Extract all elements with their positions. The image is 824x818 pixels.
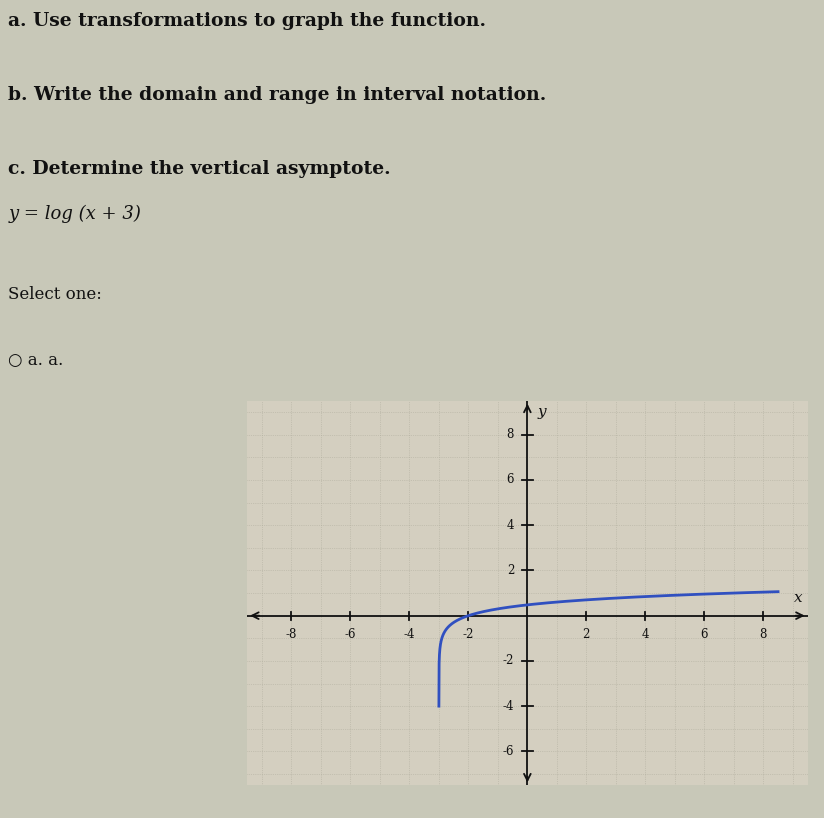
Text: 4: 4 xyxy=(642,628,649,640)
Text: b. Write the domain and range in interval notation.: b. Write the domain and range in interva… xyxy=(8,86,546,104)
Text: 2: 2 xyxy=(583,628,590,640)
Text: -2: -2 xyxy=(463,628,474,640)
Text: -4: -4 xyxy=(404,628,415,640)
Text: ○ a. a.: ○ a. a. xyxy=(8,352,63,369)
Text: 8: 8 xyxy=(507,429,514,441)
Text: y = log (x + 3): y = log (x + 3) xyxy=(8,204,141,222)
Text: -8: -8 xyxy=(286,628,297,640)
Text: 6: 6 xyxy=(507,474,514,487)
Text: -2: -2 xyxy=(503,654,514,667)
Text: -4: -4 xyxy=(503,699,514,712)
Text: 6: 6 xyxy=(700,628,708,640)
Text: y: y xyxy=(538,406,546,420)
Text: -6: -6 xyxy=(344,628,356,640)
Text: Select one:: Select one: xyxy=(8,286,102,303)
Text: 2: 2 xyxy=(507,564,514,577)
Text: a. Use transformations to graph the function.: a. Use transformations to graph the func… xyxy=(8,12,486,30)
Text: 8: 8 xyxy=(760,628,767,640)
Text: c. Determine the vertical asymptote.: c. Determine the vertical asymptote. xyxy=(8,160,391,178)
Text: -6: -6 xyxy=(503,745,514,757)
Text: x: x xyxy=(794,591,803,605)
Text: 4: 4 xyxy=(507,519,514,532)
